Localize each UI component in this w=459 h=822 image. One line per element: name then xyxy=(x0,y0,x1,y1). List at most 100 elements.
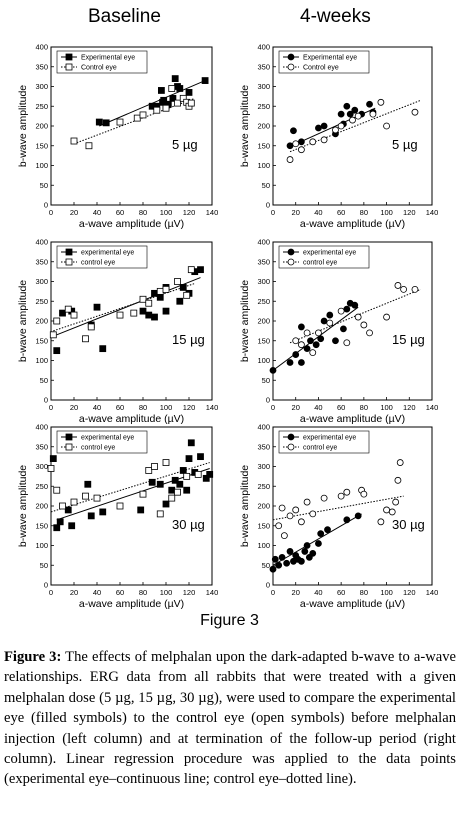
x-tick-label: 60 xyxy=(116,208,124,217)
control-data-point xyxy=(297,341,305,349)
chart-panel-4weeks-15: 0 20 40 60 80 100 120 140 0 50 100 150 200 250 300 350 4… xyxy=(239,238,438,425)
experimental-data-point xyxy=(286,142,294,150)
x-tick-label: 40 xyxy=(93,403,101,412)
x-tick-label: 20 xyxy=(70,588,78,597)
control-data-point xyxy=(383,313,390,321)
experimental-data-point xyxy=(301,548,309,555)
experimental-data-point xyxy=(303,542,311,549)
x-tick-label: 140 xyxy=(426,588,439,597)
experimental-data-point xyxy=(169,94,177,102)
y-tick-label: 150 xyxy=(257,521,270,530)
y-tick-label: 250 xyxy=(257,482,270,491)
control-data-point xyxy=(168,494,176,502)
y-tick-label: 0 xyxy=(44,396,48,405)
legend-entry-label: control eye xyxy=(303,445,337,452)
dose-label: 5 µg xyxy=(392,137,418,152)
y-tick-label: 250 xyxy=(257,102,270,111)
legend-marker xyxy=(65,248,73,256)
y-tick-label: 50 xyxy=(40,376,48,385)
control-data-point xyxy=(187,266,195,274)
x-tick-label: 0 xyxy=(49,403,53,412)
y-tick-label: 400 xyxy=(35,423,48,432)
dose-label: 15 µg xyxy=(172,332,205,347)
baseline-column-title: Baseline xyxy=(88,6,161,27)
legend-marker xyxy=(287,258,295,266)
control-data-point xyxy=(139,490,147,498)
x-tick-label: 0 xyxy=(271,403,275,412)
legend-marker xyxy=(287,248,295,256)
y-tick-label: 350 xyxy=(35,257,48,266)
control-data-point xyxy=(303,498,311,506)
experimental-data-point xyxy=(297,323,305,331)
y-tick-label: 350 xyxy=(257,257,270,266)
legend-entry-label: experimental eye xyxy=(81,435,134,442)
control-data-point xyxy=(145,467,153,474)
control-data-point xyxy=(183,291,191,299)
experimental-data-point xyxy=(176,480,184,488)
y-tick-label: 300 xyxy=(35,82,48,91)
y-tick-label: 0 xyxy=(266,201,270,210)
y-tick-label: 100 xyxy=(35,356,48,365)
x-tick-label: 80 xyxy=(360,208,368,217)
control-data-point xyxy=(411,108,419,116)
control-data-point xyxy=(174,99,181,107)
experimental-data-point xyxy=(59,309,66,317)
experimental-data-point xyxy=(53,347,61,355)
y-tick-label: 150 xyxy=(35,521,48,530)
y-tick-label: 100 xyxy=(257,161,270,170)
y-tick-label: 50 xyxy=(262,561,270,570)
y-tick-label: 250 xyxy=(35,297,48,306)
experimental-data-point xyxy=(168,486,176,494)
y-axis-label: b-wave amplitude xyxy=(239,85,251,167)
control-data-point xyxy=(82,492,89,500)
experimental-data-point xyxy=(332,337,339,345)
experimental-data-point xyxy=(343,102,351,110)
x-tick-label: 20 xyxy=(292,403,300,412)
control-data-point xyxy=(354,313,362,321)
caption-label: Figure 3: xyxy=(4,649,62,665)
y-tick-label: 100 xyxy=(257,541,270,550)
regression-line xyxy=(272,495,404,521)
legend-box xyxy=(278,430,370,454)
y-tick-label: 350 xyxy=(257,62,270,71)
control-data-point xyxy=(315,329,322,337)
control-data-point xyxy=(286,512,294,520)
control-data-point xyxy=(139,111,147,119)
control-data-point xyxy=(332,126,339,134)
experimental-data-point xyxy=(354,512,362,520)
x-tick-label: 40 xyxy=(314,208,322,217)
scatter-plots: 0 20 40 60 80 100 120 1400501001502002503003504… xyxy=(17,43,439,610)
y-tick-label: 350 xyxy=(35,62,48,71)
x-tick-label: 40 xyxy=(314,588,322,597)
experimental-data-point xyxy=(343,516,351,524)
regression-line xyxy=(289,99,421,153)
experimental-data-point xyxy=(197,453,204,461)
legend-entry-label: Control eye xyxy=(81,65,117,72)
x-tick-label: 140 xyxy=(206,208,219,217)
control-data-point xyxy=(292,337,300,345)
x-tick-label: 20 xyxy=(292,588,300,597)
control-data-point xyxy=(392,498,400,506)
control-data-point xyxy=(309,138,317,146)
y-tick-label: 200 xyxy=(35,502,48,511)
control-data-point xyxy=(280,532,288,540)
experimental-data-point xyxy=(297,138,305,146)
control-data-point xyxy=(377,518,385,526)
y-tick-label: 150 xyxy=(257,336,270,345)
experimental-data-point xyxy=(171,75,179,82)
experimental-data-point xyxy=(162,307,170,315)
control-data-point xyxy=(360,321,368,329)
y-tick-label: 50 xyxy=(40,181,48,190)
experimental-data-point xyxy=(269,366,277,374)
experimental-data-point xyxy=(309,550,317,557)
control-data-point xyxy=(369,110,377,118)
experimental-data-point xyxy=(151,289,158,297)
y-tick-label: 50 xyxy=(262,376,270,385)
regression-line xyxy=(272,306,359,371)
control-data-point xyxy=(53,486,61,494)
legend-marker xyxy=(287,63,295,71)
y-tick-label: 50 xyxy=(262,181,270,190)
x-tick-label: 60 xyxy=(337,403,345,412)
experimental-data-point xyxy=(346,110,354,118)
y-tick-label: 350 xyxy=(257,442,270,451)
